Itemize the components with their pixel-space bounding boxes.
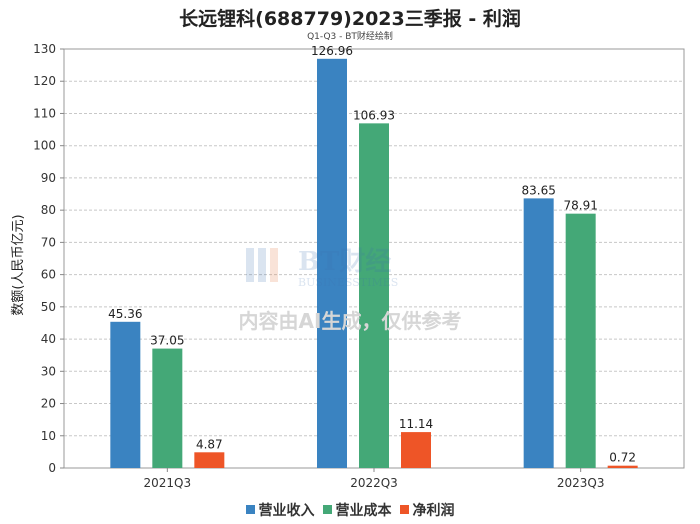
bar-2 (565, 213, 596, 468)
bar-2 (152, 348, 183, 468)
x-tick-label: 2021Q3 (144, 476, 192, 490)
y-tick-label: 20 (41, 397, 56, 411)
y-tick-label: 90 (41, 171, 56, 185)
legend-label: 净利润 (412, 503, 455, 519)
y-tick-label: 60 (41, 268, 56, 282)
y-tick-label: 120 (33, 74, 56, 88)
y-tick-label: 100 (33, 139, 56, 153)
y-tick-label: 30 (41, 364, 56, 378)
data-label: 78.91 (563, 199, 597, 213)
data-label: 11.14 (399, 417, 433, 431)
data-label: 4.87 (196, 437, 223, 451)
data-label: 106.93 (353, 108, 395, 122)
bar-3 (401, 432, 431, 468)
data-label: 83.65 (521, 183, 555, 197)
y-tick-label: 0 (48, 461, 56, 475)
watermark-notice: 内容由AI生成，仅供参考 (238, 309, 462, 333)
bar-3 (194, 452, 225, 468)
bar-3 (607, 465, 638, 468)
bar-1 (110, 321, 141, 468)
chart-subtitle: Q1-Q3 - BT财经绘制 (307, 32, 393, 42)
legend-swatch (245, 505, 255, 514)
data-label: 37.05 (150, 334, 184, 348)
legend-label: 营业成本 (335, 503, 392, 519)
y-tick-label: 10 (41, 429, 56, 443)
y-tick-label: 50 (41, 300, 56, 314)
y-axis-label: 数额(人民币亿元) (11, 214, 26, 315)
x-tick-label: 2022Q3 (350, 476, 398, 490)
watermark-logo: BT财经 BUSINESSTIMES (246, 246, 398, 289)
y-tick-label: 130 (33, 42, 56, 56)
svg-text:BUSINESSTIMES: BUSINESSTIMES (298, 276, 398, 289)
legend-item-2: 营业成本 (322, 500, 392, 520)
svg-text:BT财经: BT财经 (298, 246, 391, 277)
legend-swatch (399, 505, 409, 514)
y-tick-label: 80 (41, 203, 56, 217)
x-tick-label: 2023Q3 (557, 476, 605, 490)
data-label: 45.36 (108, 307, 142, 321)
bar-1 (523, 198, 554, 468)
legend-swatch (322, 505, 332, 514)
data-label: 126.96 (311, 44, 353, 58)
chart-title: 长远锂科(688779)2023三季报 - 利润 (179, 8, 521, 30)
legend-item-3: 净利润 (399, 500, 455, 520)
legend-item-1: 营业收入 (245, 500, 315, 520)
legend-label: 营业收入 (258, 503, 315, 519)
data-label: 0.72 (609, 451, 636, 465)
y-tick-label: 40 (41, 332, 56, 346)
bar-1 (317, 58, 347, 468)
legend: 营业收入 营业成本 净利润 (0, 500, 700, 520)
bar-2 (359, 123, 389, 468)
y-tick-label: 110 (33, 106, 56, 120)
y-tick-label: 70 (41, 235, 56, 249)
